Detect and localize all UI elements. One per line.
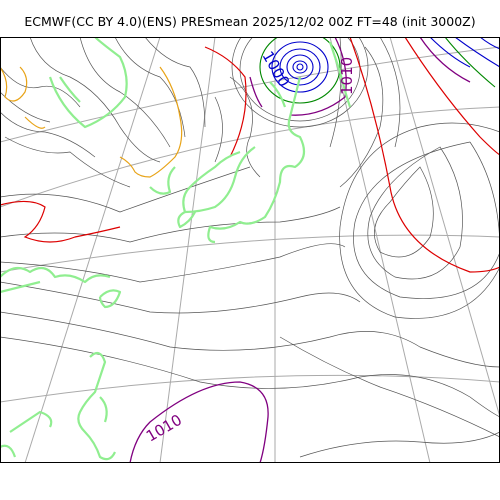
isobar-1012 bbox=[404, 37, 500, 156]
isobar bbox=[0, 91, 51, 123]
isobar bbox=[367, 146, 463, 280]
coastline-philippines bbox=[99, 396, 108, 423]
isobar-1010 bbox=[129, 381, 269, 463]
isobar bbox=[299, 431, 500, 458]
isobar bbox=[239, 37, 361, 122]
coastline-japan bbox=[207, 76, 306, 244]
isobar-1012 bbox=[0, 200, 121, 243]
isobar bbox=[231, 37, 369, 128]
isobars-1000 bbox=[271, 37, 500, 93]
isobar-1012 bbox=[204, 46, 247, 158]
coastline-borneo bbox=[0, 444, 17, 458]
topography-contour bbox=[0, 66, 183, 178]
isobar bbox=[0, 111, 96, 158]
isobar-1000 bbox=[454, 37, 500, 68]
isobar-1000 bbox=[279, 48, 321, 86]
coastline-continent bbox=[0, 266, 111, 284]
isobar bbox=[114, 37, 186, 138]
map-title: ECMWF(CC BY 4.0)(ENS) PRESmean 2025/12/0… bbox=[24, 14, 476, 29]
isobar bbox=[144, 37, 206, 128]
coastline-islands bbox=[269, 81, 287, 108]
coastline bbox=[0, 37, 352, 461]
meridian-line bbox=[329, 37, 431, 463]
topo-contour bbox=[119, 66, 183, 178]
isobar-1004 bbox=[259, 37, 341, 104]
latitude-line bbox=[0, 46, 500, 143]
pressure-map-svg: 1000 1010 1010 bbox=[0, 37, 500, 463]
isobar-1000 bbox=[429, 37, 471, 68]
isobars-1012 bbox=[0, 37, 500, 273]
meridian-line bbox=[24, 37, 161, 463]
isobar bbox=[0, 336, 500, 418]
coastline-korea-china bbox=[48, 37, 128, 129]
isobar bbox=[0, 311, 500, 368]
isobar bbox=[339, 122, 500, 319]
latitude-line bbox=[0, 374, 500, 403]
isobar bbox=[0, 66, 81, 108]
isobar bbox=[214, 96, 223, 163]
isobar-1000 bbox=[479, 37, 500, 50]
latitude-line bbox=[0, 234, 500, 273]
coastline-japan bbox=[149, 166, 176, 195]
isobar bbox=[0, 281, 361, 314]
coastline-japan bbox=[177, 211, 196, 229]
meridian-line bbox=[389, 37, 500, 418]
isobar bbox=[339, 46, 384, 188]
coastline-borneo bbox=[9, 410, 53, 433]
isobar bbox=[0, 206, 341, 243]
isobar bbox=[0, 166, 251, 213]
topo-contour bbox=[0, 66, 28, 102]
isobar-1000 bbox=[271, 41, 329, 93]
isobar-1012 bbox=[349, 37, 500, 273]
isobar bbox=[374, 166, 434, 258]
coastline-korea-china bbox=[59, 76, 81, 103]
coastline-taiwan bbox=[98, 289, 122, 309]
isobars-thin bbox=[0, 37, 500, 458]
pressure-map: 1000 1010 1010 bbox=[0, 37, 500, 463]
isobar-1004 bbox=[444, 37, 496, 88]
isobar bbox=[229, 76, 261, 178]
isobar bbox=[0, 243, 346, 283]
coastline-sakhalin bbox=[328, 41, 352, 108]
coastline-philippines bbox=[77, 351, 117, 461]
isobars-1004 bbox=[259, 37, 496, 104]
isobar bbox=[79, 37, 171, 148]
isobar-1000 bbox=[292, 60, 308, 74]
isobar-1000 bbox=[296, 63, 304, 71]
isobar-label-1010-north: 1010 bbox=[338, 57, 356, 95]
isobar bbox=[279, 336, 500, 438]
coastline-continent bbox=[0, 280, 41, 294]
isobar bbox=[4, 136, 131, 188]
isobar bbox=[353, 141, 500, 299]
isobar bbox=[379, 37, 401, 148]
isobar-1010 bbox=[419, 37, 471, 83]
isobar-1010 bbox=[289, 37, 347, 116]
meridian-line bbox=[159, 37, 216, 463]
topo-contour bbox=[24, 116, 46, 129]
isobar-1010 bbox=[249, 76, 263, 108]
isobar bbox=[29, 37, 161, 163]
isobars-1010 bbox=[129, 37, 471, 463]
